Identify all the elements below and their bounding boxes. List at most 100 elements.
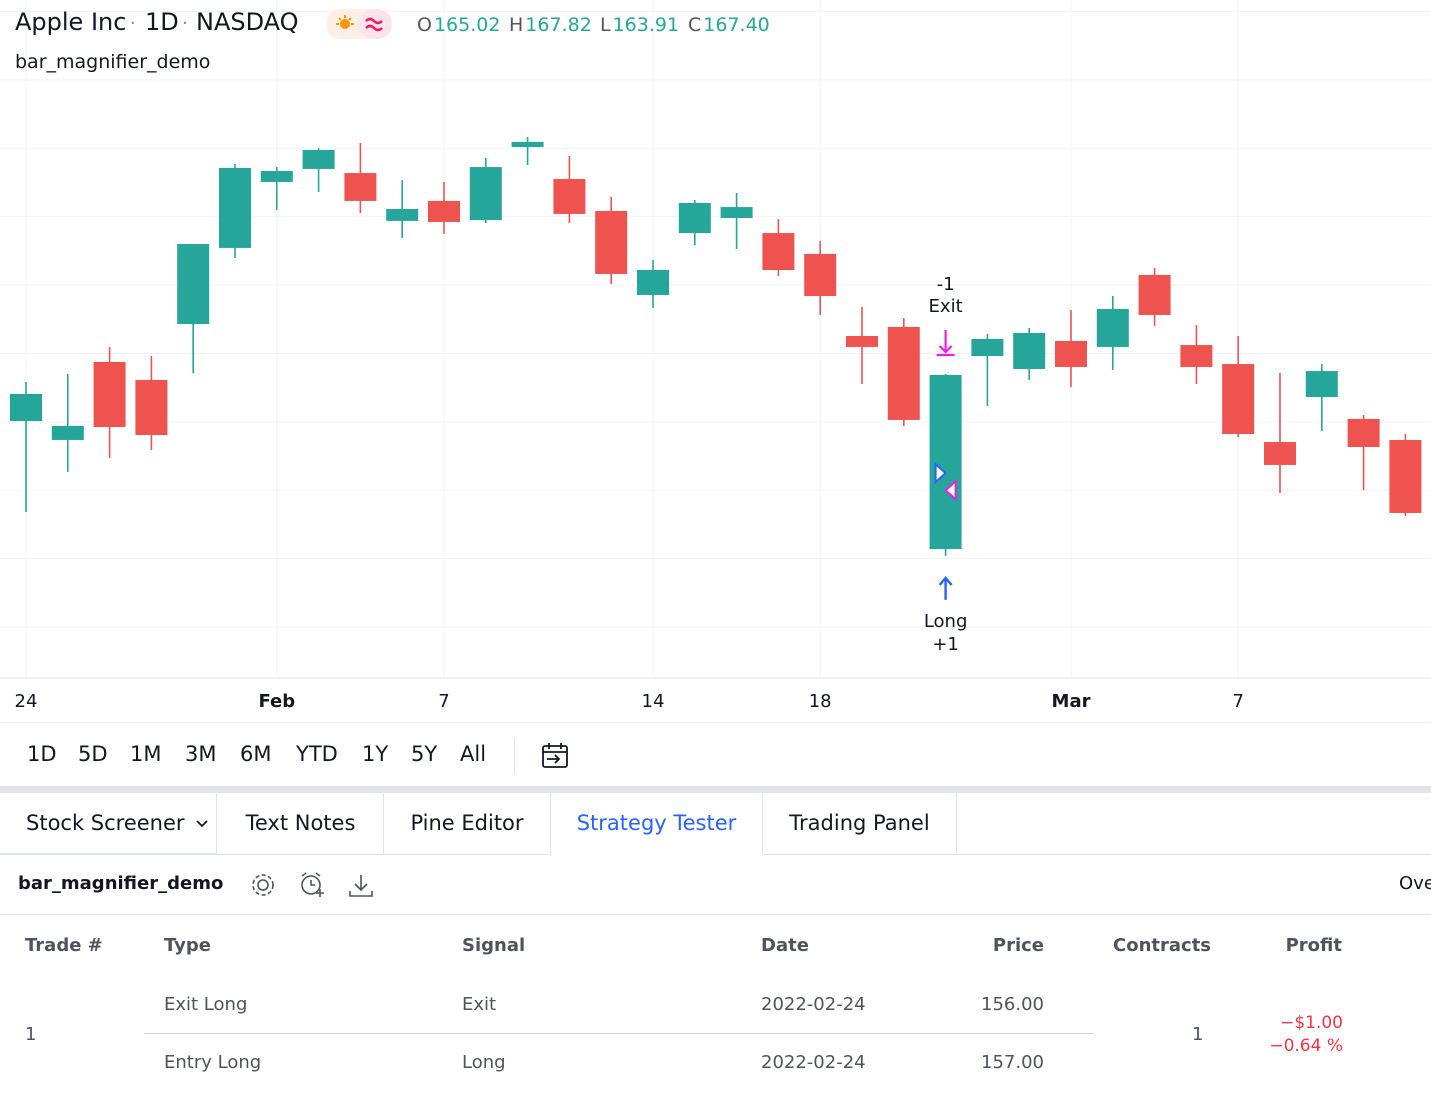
tab[interactable]: Trading Panel <box>763 793 957 855</box>
candle-body <box>469 167 502 221</box>
header-cell: Date <box>761 935 809 956</box>
exit-qty: -1 <box>937 274 955 295</box>
candle-body <box>1138 274 1171 315</box>
x-tick-label: 7 <box>1232 691 1243 712</box>
candle-body <box>846 336 878 347</box>
separator: · <box>182 13 188 34</box>
timeframe-button[interactable]: 3M <box>185 742 217 766</box>
strategy-toolbar <box>252 872 373 897</box>
trade-signal: Long <box>462 1052 506 1073</box>
profit-percent: −0.64 % <box>1269 1036 1343 1056</box>
candle-body <box>177 244 210 325</box>
panel-separator <box>0 786 1431 793</box>
header-cell: Type <box>164 935 211 956</box>
download-icon[interactable] <box>349 875 373 897</box>
header-cell: Trade # <box>25 935 103 956</box>
exit-fill <box>944 479 957 502</box>
ohlc-open: O 165.02 <box>417 14 501 36</box>
candle-body <box>1055 340 1087 367</box>
exit-label: Exit <box>929 296 963 317</box>
strategy-name: bar_magnifier_demo <box>18 873 224 894</box>
exchange: NASDAQ <box>196 8 299 36</box>
tab[interactable]: Strategy Tester <box>551 793 763 855</box>
candle-body <box>595 211 628 274</box>
candle-body <box>135 379 168 436</box>
candle-body <box>1347 418 1380 447</box>
tab[interactable]: Pine Editor <box>384 793 551 855</box>
status-badges <box>326 9 392 39</box>
trade-number: 1 <box>25 1024 37 1045</box>
entry-label: Long <box>924 611 968 632</box>
candle-body <box>929 374 962 550</box>
candle-body <box>1013 332 1046 370</box>
candle-body <box>428 200 460 222</box>
ohlc-high: H 167.82 <box>509 14 592 36</box>
tab[interactable]: Text Notes <box>218 793 384 855</box>
timeframe-button[interactable]: All <box>460 742 487 766</box>
date-range-button[interactable] <box>540 741 570 771</box>
toolbar-border <box>0 914 1431 915</box>
settings-icon[interactable] <box>252 874 274 896</box>
candle-body <box>762 233 795 271</box>
x-tick-label: 14 <box>642 691 665 712</box>
candle-body <box>678 202 711 234</box>
trade-price: 156.00 <box>981 994 1044 1015</box>
timeframe-button[interactable]: 5D <box>78 742 108 766</box>
candle-body <box>637 270 669 295</box>
entry-qty: +1 <box>932 634 959 655</box>
trade-signal: Exit <box>462 994 497 1015</box>
header-cell: Signal <box>462 935 526 956</box>
candle-body <box>1222 364 1255 434</box>
candle-body <box>10 393 42 421</box>
trade-price: 157.00 <box>981 1052 1044 1073</box>
candle-body <box>51 425 84 440</box>
trade-date: 2022-02-24 <box>761 1052 866 1073</box>
row-divider <box>144 1033 1094 1034</box>
alert-icon[interactable] <box>301 872 324 897</box>
candle-body <box>1305 371 1338 398</box>
x-tick-label: 18 <box>809 691 832 712</box>
candle-body <box>302 149 335 169</box>
timeframe-button[interactable]: 1M <box>130 742 162 766</box>
trade-type: Exit Long <box>164 994 248 1015</box>
x-tick-label: Feb <box>258 691 295 712</box>
contracts: 1 <box>1192 1024 1204 1045</box>
separator: · <box>130 13 136 34</box>
candle-body <box>260 170 293 182</box>
entry-arrow <box>938 576 953 600</box>
entry-fill <box>934 461 948 485</box>
candle-body <box>1096 308 1129 347</box>
indicator-name: bar_magnifier_demo <box>15 51 211 73</box>
timeframe-button[interactable]: 6M <box>240 742 272 766</box>
timeframe-button[interactable]: YTD <box>296 742 338 766</box>
ohlc-low: L 163.91 <box>600 14 680 36</box>
trade-type: Entry Long <box>164 1052 262 1073</box>
exit-arrow <box>936 329 955 357</box>
header-cell: Price <box>992 935 1044 956</box>
candle-body <box>344 173 377 201</box>
header-cell: Contracts <box>1113 935 1212 956</box>
timeframe-button[interactable]: 1Y <box>362 742 389 766</box>
candle-body <box>804 253 837 296</box>
tab[interactable]: Stock Screener <box>0 793 217 854</box>
trade-date: 2022-02-24 <box>761 994 866 1015</box>
candle-body <box>971 338 1004 357</box>
dropdown-chevron[interactable] <box>195 819 209 829</box>
candle-body <box>1264 442 1296 465</box>
candle-body <box>511 141 544 148</box>
interval: 1D <box>145 8 179 36</box>
timeframe-button[interactable]: 5Y <box>411 742 438 766</box>
candle-body <box>386 208 419 221</box>
candle-body <box>219 167 251 248</box>
x-tick-label: 7 <box>438 691 449 712</box>
candle-body <box>93 361 126 427</box>
divider <box>514 738 515 774</box>
candle-body <box>553 179 586 214</box>
x-tick-label: Mar <box>1052 691 1091 712</box>
overview-tab[interactable]: Overview <box>1399 873 1431 894</box>
symbol: Apple Inc <box>15 8 127 36</box>
timeframe-button[interactable]: 1D <box>27 742 57 766</box>
x-tick-label: 24 <box>15 691 38 712</box>
